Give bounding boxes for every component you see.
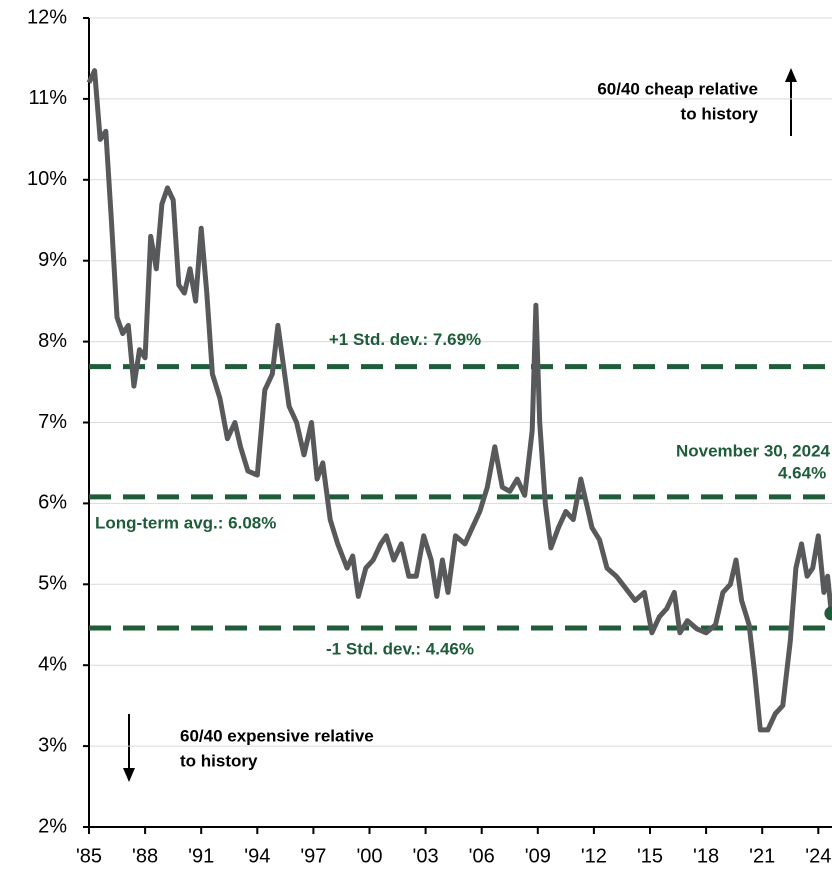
x-tick-label: '15 (637, 845, 663, 867)
x-tick-label: '09 (525, 845, 551, 867)
reference-label: +1 Std. dev.: 7.69% (329, 330, 481, 349)
current-date-label: November 30, 2024 (676, 441, 831, 460)
x-tick-label: '03 (413, 845, 439, 867)
y-tick-label: 8% (38, 330, 67, 352)
annotation-expensive: to history (180, 751, 258, 770)
x-tick-label: '85 (76, 845, 102, 867)
y-tick-label: 6% (38, 492, 67, 514)
x-tick-label: '97 (300, 845, 326, 867)
y-tick-label: 9% (38, 249, 67, 271)
reference-label: -1 Std. dev.: 4.46% (326, 639, 474, 658)
y-tick-label: 10% (27, 168, 67, 190)
y-tick-label: 3% (38, 734, 67, 756)
reference-label: Long-term avg.: 6.08% (95, 513, 276, 532)
x-tick-label: '91 (188, 845, 214, 867)
annotation-cheap: to history (681, 104, 759, 123)
arrow-head (123, 768, 135, 782)
y-tick-label: 11% (28, 87, 67, 109)
x-tick-label: '94 (244, 845, 270, 867)
y-tick-label: 7% (38, 411, 67, 433)
arrow-head (785, 68, 797, 82)
y-tick-label: 4% (38, 653, 67, 675)
x-tick-label: '21 (749, 845, 775, 867)
current-value-label: 4.64% (778, 463, 826, 482)
annotation-cheap: 60/40 cheap relative (597, 79, 758, 98)
annotation-expensive: 60/40 expensive relative (180, 726, 374, 745)
data-line (86, 68, 832, 733)
y-tick-label: 12% (27, 6, 67, 28)
x-tick-label: '24 (805, 845, 831, 867)
x-tick-label: '12 (581, 845, 607, 867)
x-tick-label: '06 (469, 845, 495, 867)
x-tick-label: '00 (356, 845, 382, 867)
y-tick-label: 5% (38, 573, 67, 595)
x-tick-label: '18 (693, 845, 719, 867)
current-marker (824, 606, 832, 621)
y-tick-label: 2% (38, 815, 67, 837)
x-tick-label: '88 (132, 845, 158, 867)
